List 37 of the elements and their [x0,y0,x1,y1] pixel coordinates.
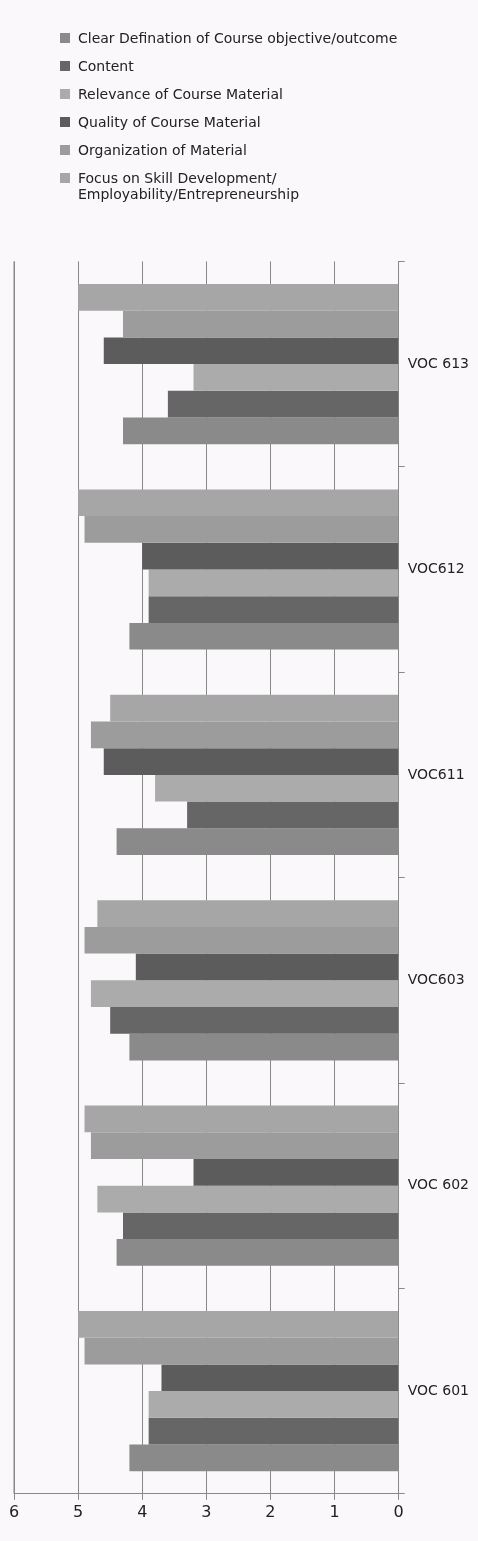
x-tick-label: 1 [329,1501,340,1521]
y-tick-label: VOC 613 [407,354,470,371]
bar [161,1364,399,1392]
legend-label: Focus on Skill Development/ Employability/Entrepreneurship [78,170,300,202]
bar [135,953,399,981]
legend-label: Relevance of Course Material [78,86,283,102]
y-tick-label: VOC 601 [407,1381,470,1398]
x-tick-label: 6 [8,1501,20,1521]
bar [148,1391,399,1418]
bar [123,1212,399,1240]
legend-label: Clear Defination of Course objective/outcome [78,30,398,46]
x-tick-label: 4 [137,1501,148,1521]
x-tick-label: 5 [73,1501,84,1521]
bar [103,748,399,775]
bar [90,980,399,1007]
bar [110,1007,399,1034]
y-tick-label: VOC 602 [407,1176,470,1193]
bar [193,364,399,391]
bar [148,569,399,597]
bar [187,801,399,829]
x-tick-label: 2 [265,1501,276,1521]
bar [97,1185,399,1213]
bar [148,1417,399,1445]
legend-label: Content [78,58,134,74]
bar [103,337,399,365]
y-tick-label: VOC611 [407,765,465,782]
bar [148,596,399,623]
legend-label: Organization of Material [78,142,247,158]
y-tick-label: VOC612 [407,560,465,577]
x-tick-label: 0 [393,1501,404,1521]
x-tick-label: 3 [201,1501,212,1521]
bar [155,774,399,802]
bar [167,390,399,418]
bar [193,1159,399,1186]
bar [142,542,399,570]
legend-label: Quality of Course Material [78,114,261,130]
y-tick-label: VOC603 [407,970,465,987]
